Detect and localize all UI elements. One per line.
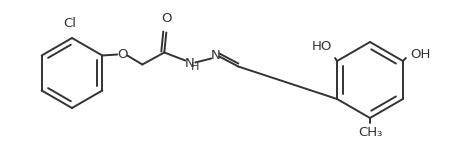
Text: CH₃: CH₃ xyxy=(358,126,382,139)
Text: N: N xyxy=(210,49,220,62)
Text: HO: HO xyxy=(312,40,332,53)
Text: O: O xyxy=(161,12,171,26)
Text: Cl: Cl xyxy=(64,17,76,30)
Text: H: H xyxy=(191,62,200,73)
Text: N: N xyxy=(185,57,194,70)
Text: OH: OH xyxy=(410,48,430,60)
Text: O: O xyxy=(117,48,128,61)
